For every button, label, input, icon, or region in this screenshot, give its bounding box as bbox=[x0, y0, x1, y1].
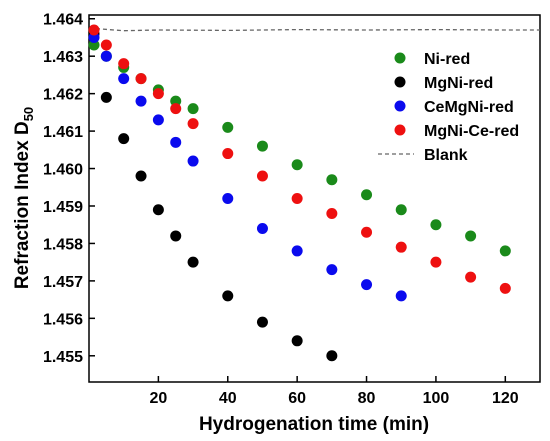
point-ni-red bbox=[291, 159, 303, 171]
y-tick-label: 1.462 bbox=[43, 87, 83, 104]
y-tick-label: 1.455 bbox=[43, 349, 83, 366]
y-tick-label: 1.458 bbox=[43, 236, 83, 253]
axis-ticks: 20 40 60 80 100 120 1.455 1.456 1.457 1.458 1.459 1… bbox=[43, 12, 519, 407]
point-ni-red bbox=[222, 121, 234, 133]
point-cemgni-red bbox=[118, 73, 130, 85]
point-mgni-ce-red bbox=[326, 207, 338, 219]
point-ni-red bbox=[361, 189, 373, 201]
point-mgni-red bbox=[152, 204, 164, 216]
plot-frame bbox=[88, 14, 541, 383]
data-points bbox=[88, 24, 511, 362]
x-tick-label: 60 bbox=[288, 390, 306, 407]
legend-label-mgni-red: MgNi-red bbox=[424, 75, 493, 92]
point-mgni-red bbox=[100, 91, 112, 103]
point-mgni-ce-red bbox=[465, 271, 477, 283]
point-ni-red bbox=[256, 140, 268, 152]
legend-marker-ni-red bbox=[394, 52, 406, 64]
y-axis-label-main: Refraction Index D bbox=[12, 121, 33, 289]
point-mgni-red bbox=[135, 170, 147, 182]
point-ni-red bbox=[465, 230, 477, 242]
point-cemgni-red bbox=[152, 114, 164, 126]
y-tick-label: 1.464 bbox=[43, 12, 83, 29]
y-tick-label: 1.460 bbox=[43, 162, 83, 179]
y-tick-label: 1.459 bbox=[43, 199, 83, 216]
point-mgni-ce-red bbox=[152, 88, 164, 100]
point-mgni-ce-red bbox=[100, 39, 112, 51]
point-mgni-ce-red bbox=[395, 241, 407, 253]
point-mgni-ce-red bbox=[256, 170, 268, 182]
point-mgni-red bbox=[222, 290, 234, 302]
blank-series-line bbox=[88, 27, 540, 32]
point-ni-red bbox=[499, 245, 511, 257]
y-axis-label-subscript: 50 bbox=[21, 107, 36, 121]
point-mgni-red bbox=[187, 256, 199, 268]
point-cemgni-red bbox=[361, 279, 373, 291]
point-mgni-ce-red bbox=[291, 193, 303, 204]
point-mgni-ce-red bbox=[361, 226, 373, 238]
point-cemgni-red bbox=[222, 193, 234, 204]
x-tick-label: 80 bbox=[358, 390, 376, 407]
point-mgni-ce-red bbox=[499, 282, 511, 294]
legend: Ni-red MgNi-red CeMgNi-red MgNi-Ce-red Blank bbox=[378, 51, 519, 164]
legend-label-cemgni-red: CeMgNi-red bbox=[424, 99, 514, 116]
point-cemgni-red bbox=[326, 264, 338, 276]
legend-marker-mgni-ce-red bbox=[394, 124, 406, 136]
point-mgni-ce-red bbox=[222, 148, 234, 160]
point-cemgni-red bbox=[256, 222, 268, 234]
legend-label-blank: Blank bbox=[424, 147, 468, 164]
x-tick-label: 40 bbox=[219, 390, 237, 407]
point-ni-red bbox=[395, 204, 407, 216]
point-cemgni-red bbox=[135, 95, 147, 107]
point-cemgni-red bbox=[187, 155, 199, 167]
point-mgni-red bbox=[170, 230, 182, 242]
series-line-blank bbox=[88, 27, 540, 32]
point-mgni-red bbox=[291, 335, 303, 347]
point-cemgni-red bbox=[291, 245, 303, 257]
y-tick-label: 1.456 bbox=[43, 311, 83, 328]
x-tick-label: 20 bbox=[149, 390, 167, 407]
x-tick-label: 100 bbox=[423, 390, 450, 407]
y-axis-label: Refraction Index D50 bbox=[12, 107, 36, 289]
point-ni-red bbox=[430, 219, 442, 231]
point-cemgni-red bbox=[170, 136, 182, 148]
point-cemgni-red bbox=[100, 50, 112, 62]
point-mgni-red bbox=[256, 316, 268, 328]
point-mgni-ce-red bbox=[170, 103, 182, 115]
point-mgni-red bbox=[326, 350, 338, 362]
legend-marker-cemgni-red bbox=[394, 100, 406, 112]
y-tick-label: 1.463 bbox=[43, 49, 83, 66]
legend-label-ni-red: Ni-red bbox=[424, 51, 470, 68]
legend-marker-mgni-red bbox=[394, 76, 406, 88]
x-tick-label: 120 bbox=[492, 390, 519, 407]
point-ni-red bbox=[326, 174, 338, 186]
legend-label-mgni-ce-red: MgNi-Ce-red bbox=[424, 123, 519, 140]
point-cemgni-red bbox=[395, 290, 407, 302]
point-mgni-ce-red bbox=[118, 58, 130, 70]
point-mgni-ce-red bbox=[187, 118, 199, 130]
y-tick-label: 1.457 bbox=[43, 274, 83, 291]
point-mgni-ce-red bbox=[430, 256, 442, 268]
x-axis-label: Hydrogenation time (min) bbox=[199, 414, 429, 435]
point-mgni-red bbox=[118, 133, 130, 145]
point-mgni-ce-red bbox=[88, 24, 100, 36]
point-mgni-ce-red bbox=[135, 73, 147, 85]
point-ni-red bbox=[187, 103, 199, 115]
y-tick-label: 1.461 bbox=[43, 124, 83, 141]
